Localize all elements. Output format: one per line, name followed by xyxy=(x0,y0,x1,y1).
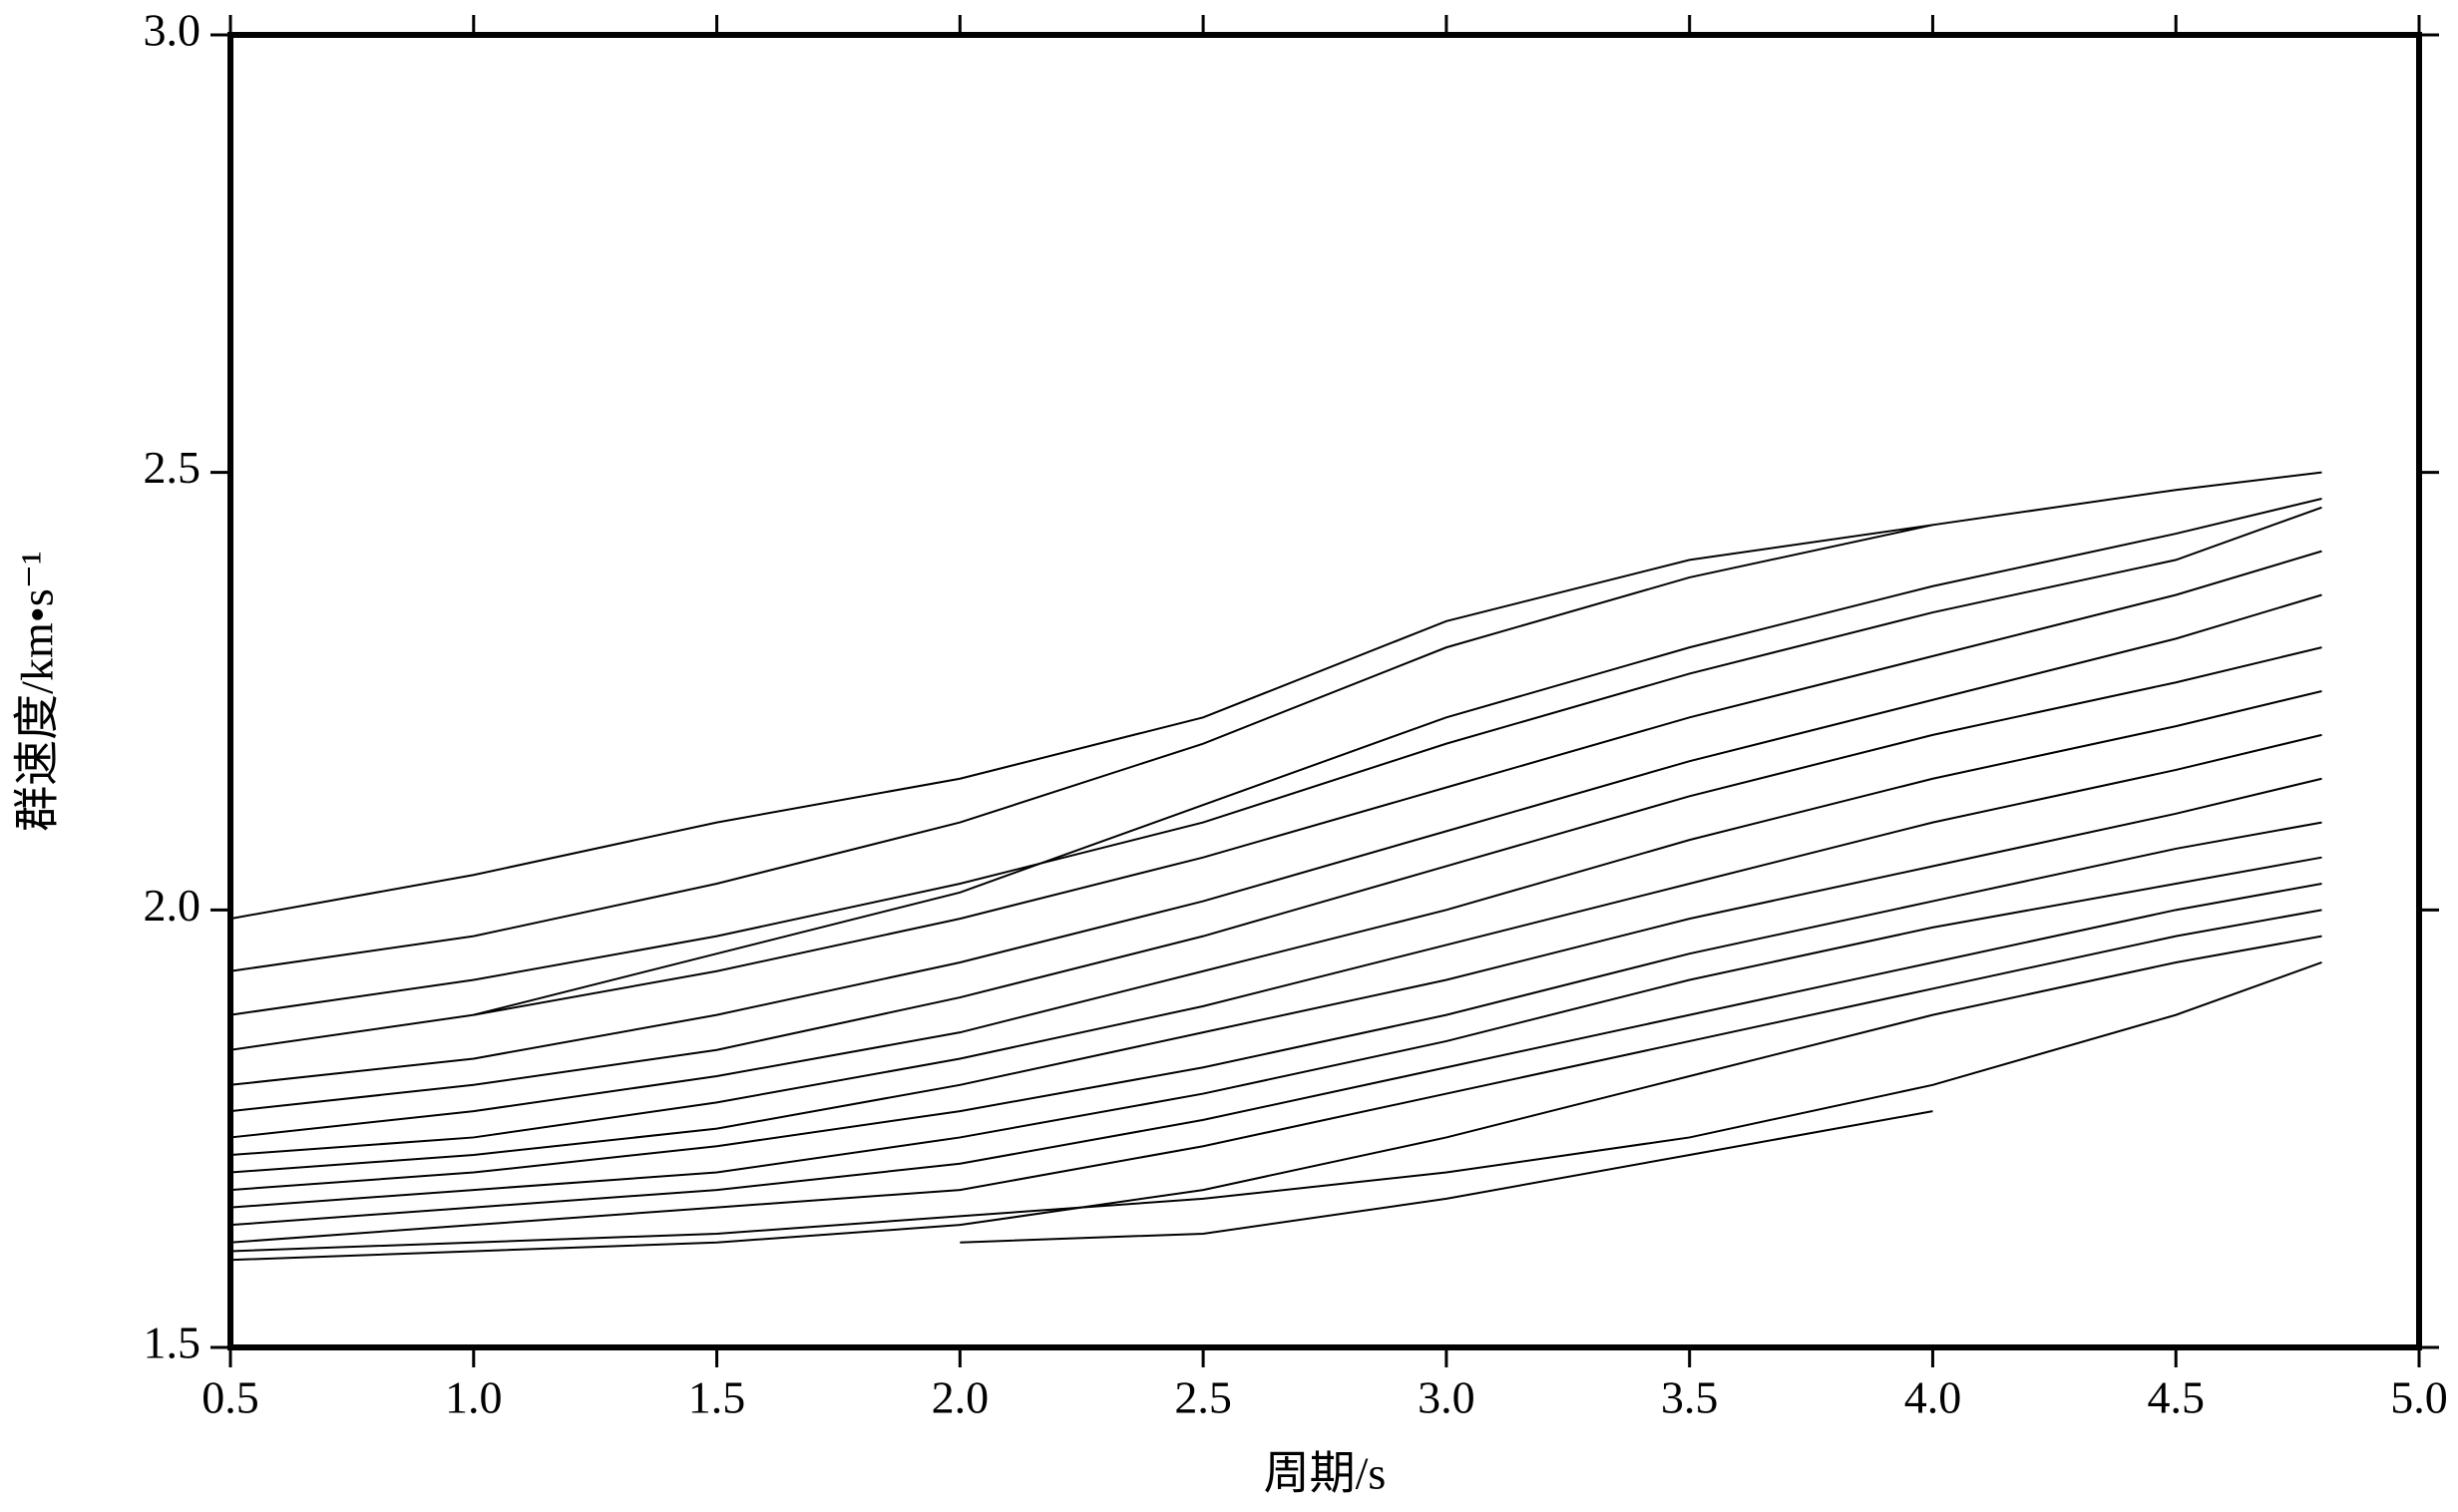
x-tick-label: 2.0 xyxy=(932,1372,990,1423)
dispersion-curve xyxy=(229,883,2322,1227)
x-tick-label: 2.5 xyxy=(1174,1372,1232,1423)
dispersion-curve xyxy=(960,1110,1933,1244)
x-tick-label: 0.5 xyxy=(202,1372,259,1423)
y-tick-label: 2.5 xyxy=(144,442,202,493)
dispersion-curve xyxy=(229,471,2322,972)
dispersion-curve xyxy=(229,524,1933,921)
dispersion-curve xyxy=(229,506,2322,1016)
dispersion-curve xyxy=(229,909,2322,1244)
x-tick-label: 1.0 xyxy=(445,1372,503,1423)
x-axis-label: 周期/s xyxy=(1264,1448,1387,1499)
y-tick-label: 1.5 xyxy=(144,1318,202,1368)
dispersion-curve xyxy=(229,856,2322,1209)
x-tick-label: 4.5 xyxy=(2147,1372,2205,1423)
x-tick-label: 3.5 xyxy=(1661,1372,1719,1423)
dispersion-curve xyxy=(229,593,2322,1086)
dispersion-curve xyxy=(229,777,2322,1174)
dispersion-curve xyxy=(229,935,2322,1262)
x-tick-label: 1.5 xyxy=(688,1372,746,1423)
plot-frame xyxy=(227,32,2422,1350)
y-tick-label: 2.0 xyxy=(144,880,202,931)
dispersion-curve xyxy=(229,821,2322,1192)
y-axis-label: 群速度/km•s⁻¹ xyxy=(12,551,63,832)
dispersion-curve xyxy=(229,690,2322,1139)
dispersion-curve xyxy=(229,733,2322,1156)
x-tick-label: 5.0 xyxy=(2390,1372,2448,1423)
dispersion-curve xyxy=(229,646,2322,1113)
x-tick-label: 3.0 xyxy=(1418,1372,1475,1423)
dispersion-curve xyxy=(229,550,2322,1051)
y-tick-label: 3.0 xyxy=(144,5,202,56)
dispersion-curve xyxy=(473,498,2322,1016)
x-tick-label: 4.0 xyxy=(1904,1372,1962,1423)
dispersion-curve xyxy=(229,961,2322,1253)
